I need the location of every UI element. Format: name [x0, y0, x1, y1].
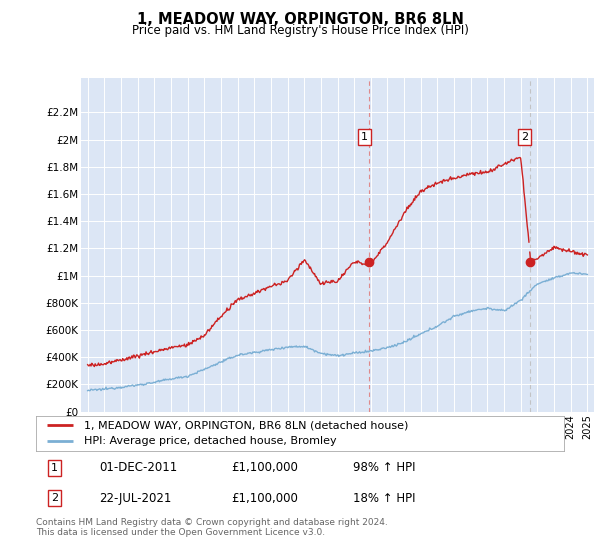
Text: 1, MEADOW WAY, ORPINGTON, BR6 8LN: 1, MEADOW WAY, ORPINGTON, BR6 8LN: [137, 12, 463, 27]
Text: 98% ↑ HPI: 98% ↑ HPI: [353, 461, 415, 474]
Text: HPI: Average price, detached house, Bromley: HPI: Average price, detached house, Brom…: [83, 436, 336, 446]
Text: 2: 2: [521, 132, 528, 142]
Text: £1,100,000: £1,100,000: [232, 492, 298, 505]
Text: 22-JUL-2021: 22-JUL-2021: [100, 492, 172, 505]
Text: 2: 2: [51, 493, 58, 503]
Text: £1,100,000: £1,100,000: [232, 461, 298, 474]
Text: 1: 1: [51, 463, 58, 473]
Text: 01-DEC-2011: 01-DEC-2011: [100, 461, 178, 474]
Text: Contains HM Land Registry data © Crown copyright and database right 2024.
This d: Contains HM Land Registry data © Crown c…: [36, 518, 388, 538]
Text: Price paid vs. HM Land Registry's House Price Index (HPI): Price paid vs. HM Land Registry's House …: [131, 24, 469, 37]
Text: 18% ↑ HPI: 18% ↑ HPI: [353, 492, 415, 505]
Text: 1, MEADOW WAY, ORPINGTON, BR6 8LN (detached house): 1, MEADOW WAY, ORPINGTON, BR6 8LN (detac…: [83, 421, 408, 431]
Text: 1: 1: [361, 132, 368, 142]
